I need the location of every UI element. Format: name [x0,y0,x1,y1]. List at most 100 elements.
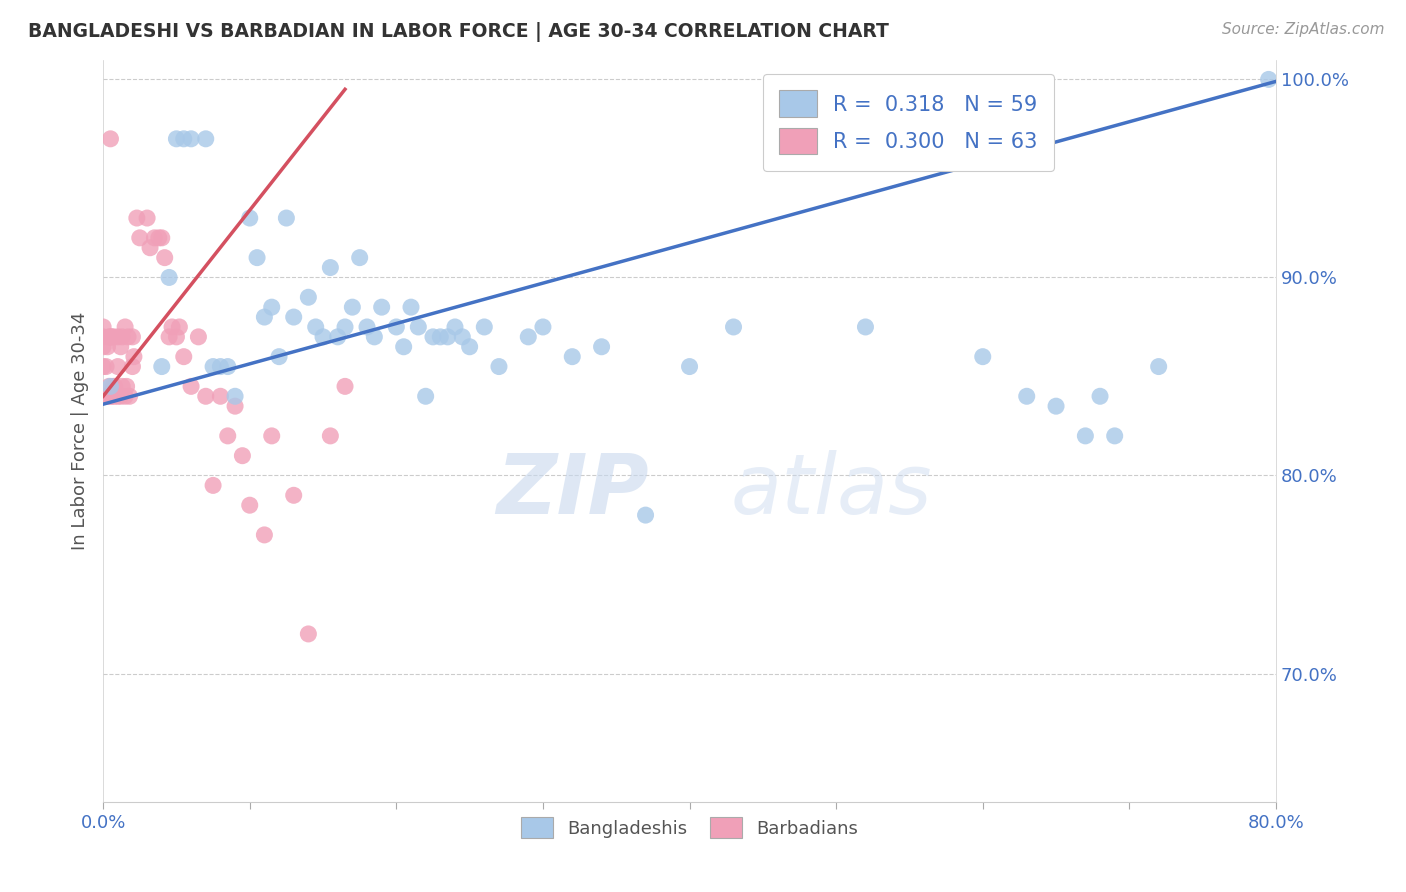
Legend: Bangladeshis, Barbadians: Bangladeshis, Barbadians [513,810,866,846]
Text: Source: ZipAtlas.com: Source: ZipAtlas.com [1222,22,1385,37]
Point [91,359,114,374]
Point [972,350,994,364]
Point [253,528,276,542]
Point [91,340,114,354]
Point [1104,429,1126,443]
Point [94,359,117,374]
Point [283,488,305,502]
Point [101,389,124,403]
Point [173,350,195,364]
Point [561,350,583,364]
Point [173,132,195,146]
Point [107,330,129,344]
Point [202,359,225,374]
Point [319,429,342,443]
Point [100,132,122,146]
Point [104,389,127,403]
Point [114,320,136,334]
Point [444,320,467,334]
Point [855,320,877,334]
Point [1015,389,1038,403]
Point [103,379,125,393]
Point [326,330,349,344]
Point [165,330,187,344]
Point [399,300,422,314]
Point [224,399,246,413]
Point [91,330,114,344]
Point [723,320,745,334]
Point [110,340,132,354]
Point [517,330,540,344]
Point [634,508,657,522]
Point [276,211,298,225]
Point [224,389,246,403]
Text: BANGLADESHI VS BARBADIAN IN LABOR FORCE | AGE 30-34 CORRELATION CHART: BANGLADESHI VS BARBADIAN IN LABOR FORCE … [28,22,889,42]
Point [260,429,283,443]
Point [98,330,121,344]
Point [169,320,191,334]
Point [104,379,127,393]
Point [1257,72,1279,87]
Point [1088,389,1111,403]
Text: ZIP: ZIP [496,450,648,531]
Point [150,359,173,374]
Point [246,251,269,265]
Point [305,320,328,334]
Point [103,330,125,344]
Point [128,231,150,245]
Point [100,330,122,344]
Point [239,498,262,512]
Point [94,389,117,403]
Point [458,340,481,354]
Point [107,389,129,403]
Point [96,340,118,354]
Point [267,350,290,364]
Point [111,330,134,344]
Point [157,270,180,285]
Y-axis label: In Labor Force | Age 30-34: In Labor Force | Age 30-34 [72,311,89,550]
Point [107,359,129,374]
Point [117,330,139,344]
Point [363,330,385,344]
Point [160,320,183,334]
Point [143,231,166,245]
Point [202,478,225,492]
Point [118,389,141,403]
Point [429,330,451,344]
Point [111,379,134,393]
Point [217,359,239,374]
Point [392,340,415,354]
Point [98,379,121,393]
Point [110,389,132,403]
Point [436,330,458,344]
Point [451,330,474,344]
Point [125,211,148,225]
Point [370,300,392,314]
Point [422,330,444,344]
Point [283,310,305,324]
Point [194,132,217,146]
Point [260,300,283,314]
Point [150,231,173,245]
Point [312,330,335,344]
Point [408,320,430,334]
Point [349,251,371,265]
Point [180,132,202,146]
Point [531,320,554,334]
Point [1045,399,1067,413]
Point [209,389,232,403]
Point [187,330,209,344]
Point [415,389,437,403]
Point [91,320,114,334]
Point [122,350,145,364]
Point [194,389,217,403]
Point [115,379,138,393]
Point [231,449,253,463]
Point [217,429,239,443]
Point [180,379,202,393]
Point [356,320,378,334]
Point [333,379,356,393]
Point [136,211,159,225]
Point [319,260,342,275]
Point [472,320,495,334]
